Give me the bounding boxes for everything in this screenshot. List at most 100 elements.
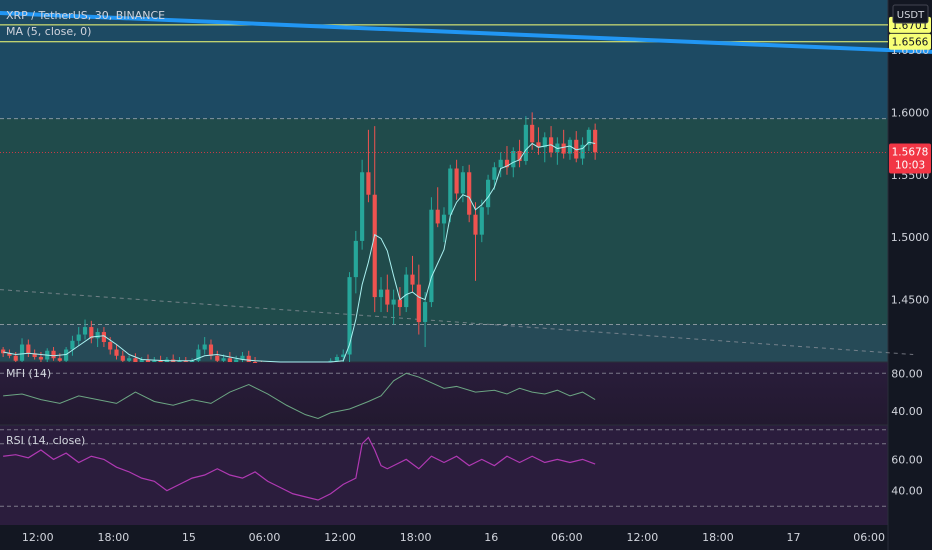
mfi-legend[interactable]: MFI (14) bbox=[6, 367, 51, 380]
candle-body bbox=[120, 355, 125, 361]
time-axis[interactable]: 12:00 18:00 15 06:00 12:00 18:00 16 06:00 12:00 1… bbox=[22, 531, 885, 544]
rsi-pane-background bbox=[0, 425, 888, 525]
candle-bullish bbox=[492, 162, 497, 190]
candle-body bbox=[246, 355, 251, 362]
time-tick-label: 17 bbox=[787, 531, 801, 544]
candle-bearish bbox=[473, 202, 478, 281]
candle-bullish bbox=[542, 132, 547, 163]
candle-body bbox=[114, 349, 119, 356]
candle-bearish bbox=[416, 264, 421, 335]
candle-bearish bbox=[435, 187, 440, 228]
candle-body bbox=[378, 289, 384, 298]
candle-body bbox=[391, 299, 396, 305]
candle-body bbox=[517, 151, 522, 162]
candle-bullish bbox=[498, 152, 503, 178]
rsi-indicator bbox=[0, 436, 888, 507]
candle-body bbox=[208, 344, 214, 356]
time-axis-background bbox=[0, 525, 888, 550]
candle-bullish bbox=[378, 277, 384, 313]
time-tick-label: 18:00 bbox=[98, 531, 130, 544]
candle-body bbox=[454, 168, 459, 194]
candle-body bbox=[467, 172, 472, 215]
candle-body bbox=[7, 353, 12, 356]
rsi-tick-label: 40.00 bbox=[891, 485, 923, 498]
horizontal-levels[interactable] bbox=[0, 24, 888, 43]
candle-body bbox=[448, 168, 453, 215]
candle-body bbox=[347, 277, 352, 355]
candle-body bbox=[561, 143, 566, 154]
current-price-label: 1.5678 bbox=[892, 147, 929, 159]
currency-button[interactable] bbox=[892, 4, 929, 24]
candle-body bbox=[435, 209, 440, 224]
candle-bearish bbox=[208, 339, 214, 360]
candle-bullish bbox=[70, 335, 75, 356]
candle-bullish bbox=[479, 199, 484, 243]
candle-bearish bbox=[467, 164, 472, 223]
level-price-label: 1.6566 bbox=[892, 37, 929, 49]
price-tick-label: 1.5000 bbox=[891, 231, 930, 244]
candle-bearish bbox=[593, 123, 598, 160]
descending-dashed-trendline[interactable] bbox=[0, 289, 914, 356]
time-tick-label: 18:00 bbox=[400, 531, 432, 544]
candle-bearish bbox=[114, 344, 119, 360]
candle-bullish bbox=[441, 207, 447, 243]
candle-body bbox=[460, 172, 465, 194]
time-tick-label: 12:00 bbox=[22, 531, 54, 544]
candle-body bbox=[423, 302, 428, 323]
price-axis[interactable]: 1.60001.55001.50001.45001.65001.67011.65… bbox=[889, 16, 931, 498]
candle-bearish bbox=[145, 354, 151, 362]
mfi-line bbox=[3, 372, 596, 419]
candle-bullish bbox=[347, 272, 352, 362]
candle-body bbox=[82, 327, 88, 335]
candle-body bbox=[202, 344, 207, 350]
candle-body bbox=[385, 289, 390, 305]
candle-bullish bbox=[448, 164, 453, 223]
level-price-tag[interactable] bbox=[889, 33, 931, 50]
candle-body bbox=[334, 357, 340, 361]
candle-body bbox=[252, 362, 258, 363]
candle-body bbox=[177, 360, 182, 362]
candle-bullish bbox=[523, 116, 528, 165]
candle-bearish bbox=[101, 327, 106, 348]
time-tick-label: 12:00 bbox=[324, 531, 356, 544]
ma-legend[interactable]: MA (5, close, 0) bbox=[6, 25, 91, 38]
blue-trendline[interactable] bbox=[0, 11, 932, 54]
price-axis-background bbox=[888, 0, 932, 550]
candle-body bbox=[574, 139, 579, 159]
candle-body bbox=[152, 360, 157, 362]
candle-body bbox=[215, 355, 220, 361]
rsi-line bbox=[3, 436, 596, 501]
candle-bullish bbox=[423, 292, 428, 348]
candle-body bbox=[70, 340, 75, 350]
time-tick-label: 12:00 bbox=[627, 531, 659, 544]
symbol-legend[interactable]: XRP / TetherUS, 30, BINANCE bbox=[6, 9, 165, 22]
candle-body bbox=[13, 355, 18, 361]
candle-bearish bbox=[561, 129, 566, 159]
candle-bearish bbox=[517, 139, 522, 168]
candle-body bbox=[473, 214, 478, 235]
candle-body bbox=[19, 344, 25, 361]
candle-bullish bbox=[360, 159, 365, 250]
candle-body bbox=[76, 334, 81, 341]
current-price-tag[interactable] bbox=[889, 143, 931, 174]
candle-bearish bbox=[366, 129, 371, 203]
candle-body bbox=[593, 129, 598, 153]
rsi-legend[interactable]: RSI (14, close) bbox=[6, 434, 85, 447]
mfi-tick-label: 40.00 bbox=[891, 405, 923, 418]
candle-body bbox=[366, 172, 371, 195]
candle-bullish bbox=[391, 289, 396, 325]
candle-body bbox=[26, 344, 31, 354]
candle-body bbox=[38, 357, 44, 360]
ma-line bbox=[3, 141, 596, 363]
time-tick-label: 18:00 bbox=[702, 531, 734, 544]
candle-body bbox=[404, 274, 409, 308]
lower-trendline[interactable] bbox=[0, 289, 914, 356]
candle-bullish bbox=[196, 344, 201, 362]
candle-bullish bbox=[429, 197, 434, 308]
candle-body bbox=[51, 350, 56, 359]
trendline-segment[interactable] bbox=[0, 11, 932, 54]
candle-body bbox=[196, 349, 201, 361]
candle-bullish bbox=[353, 230, 358, 294]
